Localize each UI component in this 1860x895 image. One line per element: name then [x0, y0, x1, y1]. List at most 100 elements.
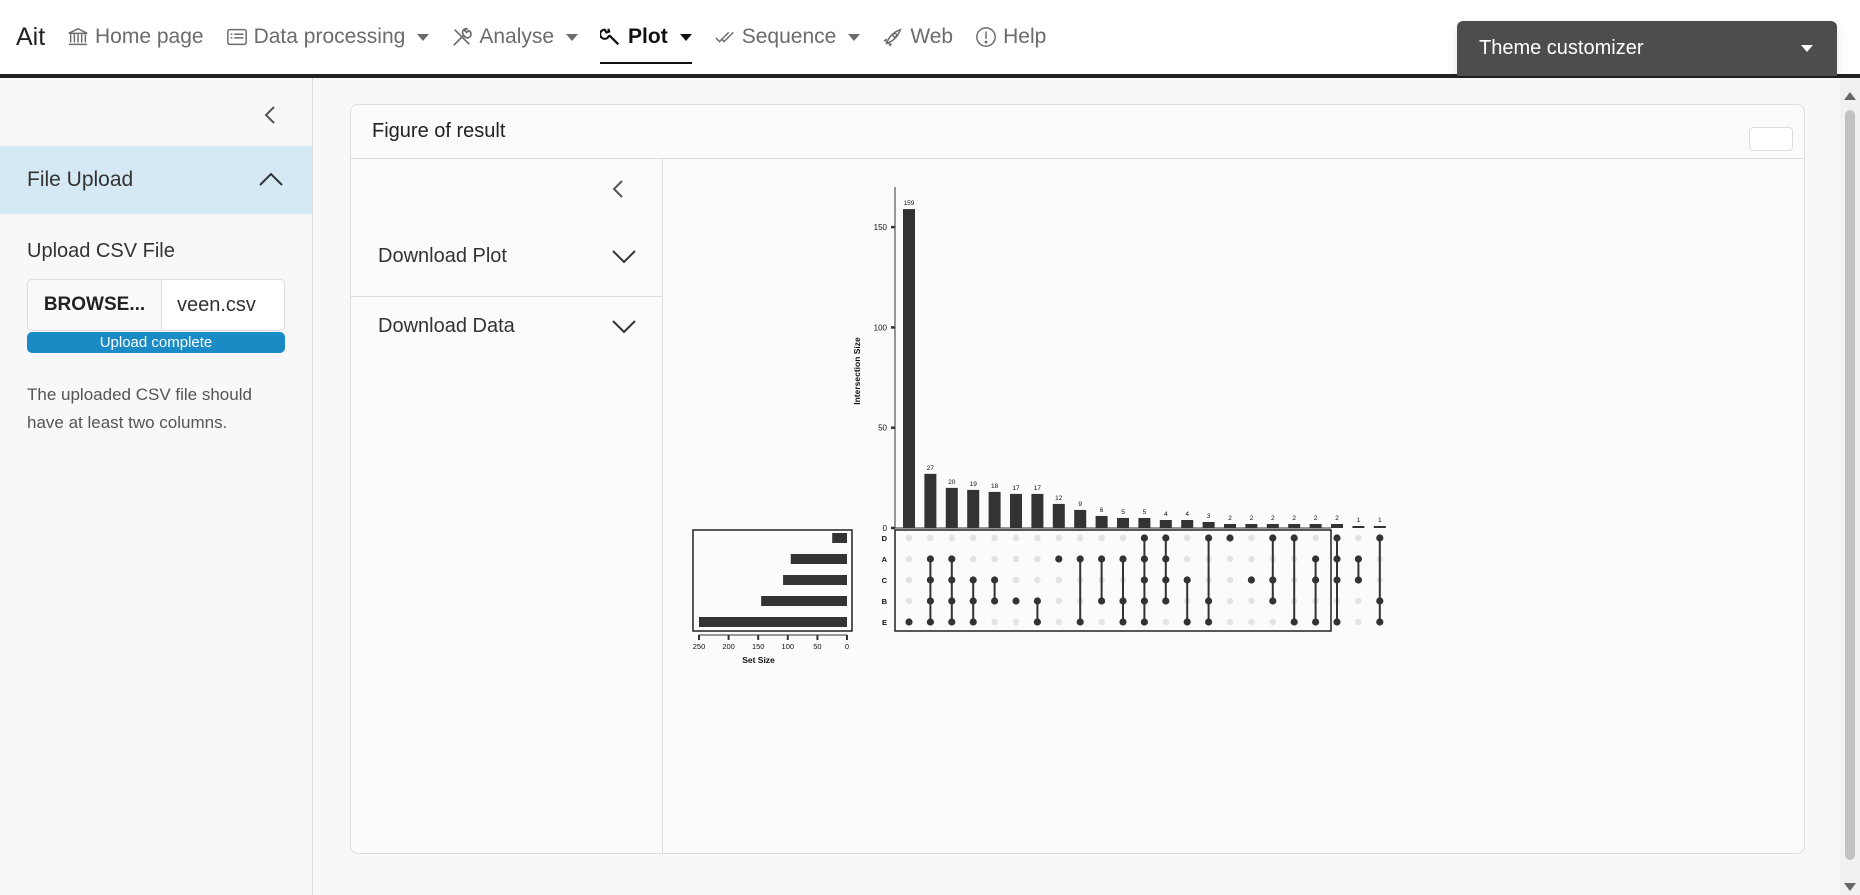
navbar: Ait Home page Data processing Analyse Pl… [0, 0, 1860, 78]
card-title: Figure of result [372, 120, 506, 142]
matrix-dot-inactive [1077, 534, 1084, 542]
result-card: Figure of result Download Plot Download … [350, 104, 1805, 854]
matrix-dot-inactive [1034, 576, 1041, 584]
chevron-down-icon [612, 320, 636, 334]
sidebar: File Upload Upload CSV File BROWSE... ve… [0, 78, 313, 895]
matrix-dot-inactive [1226, 597, 1234, 605]
matrix-dot-inactive [1248, 534, 1255, 542]
scroll-down-icon[interactable] [1844, 883, 1856, 891]
intersection-bar [903, 209, 915, 528]
bar-value-label: 2 [1314, 515, 1318, 522]
nav-help[interactable]: Help [975, 0, 1046, 74]
list-card-icon [226, 28, 247, 46]
nav-sequence[interactable]: Sequence [714, 0, 861, 74]
set-size-axis-label: Set Size [742, 655, 775, 665]
intersection-bar [988, 491, 1001, 528]
matrix-dot-inactive [1034, 534, 1041, 542]
plot-area: 0 50 100 150 Intersection Size 159 27 20 19 18 17 1… [664, 159, 1804, 854]
bar-value-label: 159 [904, 200, 915, 207]
check-double-icon [715, 31, 734, 43]
scrollbar[interactable] [1840, 78, 1860, 895]
upload-label: Upload CSV File [27, 240, 175, 262]
caret-down-icon [1801, 45, 1813, 52]
nav-data-processing[interactable]: Data processing [226, 0, 430, 74]
intersection-bar [1010, 493, 1022, 528]
matrix-dot-active [1012, 597, 1020, 605]
browse-button[interactable]: BROWSE... [27, 279, 161, 331]
intersection-bar [1288, 523, 1301, 528]
bar-value-label: 2 [1228, 515, 1232, 522]
chevron-left-icon[interactable] [607, 177, 631, 201]
matrix-dot-inactive [1055, 534, 1062, 542]
nav-help-label: Help [1003, 25, 1047, 48]
intersection-bar [1352, 525, 1365, 528]
nav-web[interactable]: Web [882, 0, 953, 74]
matrix-dot-inactive [1034, 555, 1041, 563]
matrix-dot-inactive [1184, 555, 1191, 563]
nav-plot[interactable]: Plot [600, 0, 692, 74]
matrix-dot-inactive [1226, 576, 1234, 584]
download-plot-item[interactable]: Download Plot [351, 221, 663, 291]
intersection-bar [1309, 523, 1322, 528]
brand-title[interactable]: Ait [16, 23, 46, 51]
bar-value-label: 5 [1143, 509, 1147, 516]
matrix-dot-inactive [1226, 555, 1234, 563]
matrix-dot-inactive [1248, 555, 1255, 563]
chevron-up-icon [259, 172, 283, 186]
download-data-item[interactable]: Download Data [351, 291, 663, 361]
intersection-bar [945, 487, 958, 528]
divider [351, 296, 663, 297]
set-size-bar [790, 554, 847, 564]
y-tick-label: 50 [878, 424, 887, 433]
set-size-bar [761, 596, 847, 606]
accordion-title: File Upload [27, 168, 134, 191]
intersection-bar [1074, 509, 1087, 528]
set-size-tick-label: 150 [752, 642, 765, 651]
nav-analyse[interactable]: Analyse [451, 0, 579, 74]
matrix-dot-inactive [1312, 534, 1319, 542]
set-label: A [882, 555, 888, 564]
scroll-up-icon[interactable] [1844, 92, 1856, 100]
set-label: E [882, 618, 887, 627]
matrix-dot-inactive [1012, 534, 1020, 542]
nav-sequence-label: Sequence [741, 25, 837, 48]
theme-customizer[interactable]: Theme customizer [1457, 21, 1837, 76]
bar-value-label: 9 [1078, 501, 1082, 508]
matrix-dot-inactive [1162, 618, 1169, 626]
matrix-dot-inactive [1355, 618, 1362, 626]
intersection-bar [1224, 523, 1236, 528]
nav-home[interactable]: Home page [67, 0, 204, 74]
intersection-bar [1181, 519, 1194, 528]
bar-value-label: 4 [1164, 511, 1168, 518]
matrix-dot-inactive [991, 555, 998, 563]
tools-icon [453, 27, 473, 46]
nav-plot-label: Plot [628, 25, 668, 48]
file-name-field[interactable]: veen.csv [161, 279, 285, 331]
set-label: D [882, 534, 888, 543]
matrix-dot-inactive [1226, 618, 1234, 626]
expand-button[interactable] [1749, 127, 1793, 151]
accordion-file-upload[interactable]: File Upload [0, 146, 312, 214]
bar-value-label: 18 [991, 483, 999, 490]
file-input: BROWSE... veen.csv [27, 279, 285, 331]
matrix-dot-inactive [1098, 534, 1105, 542]
download-plot-label: Download Plot [378, 244, 507, 267]
chevron-left-icon[interactable] [259, 103, 283, 127]
matrix-dot-inactive [1355, 597, 1362, 605]
bar-value-label: 2 [1292, 515, 1296, 522]
y-tick-label: 0 [883, 524, 888, 533]
matrix-dot-inactive [1055, 618, 1062, 626]
intersection-bar [1373, 525, 1386, 528]
caret-down-icon [848, 33, 861, 41]
bar-value-label: 2 [1335, 515, 1339, 522]
intersection-bar [924, 473, 937, 528]
intersection-bar [1159, 519, 1172, 528]
scroll-thumb[interactable] [1845, 110, 1855, 860]
matrix-dot-inactive [1012, 555, 1020, 563]
set-size-bar [699, 617, 847, 627]
bar-value-label: 5 [1121, 509, 1125, 516]
intersection-bar [1117, 517, 1129, 528]
matrix-dot-inactive [1248, 618, 1255, 626]
bar-value-label: 2 [1271, 515, 1275, 522]
intersection-bar [1095, 515, 1108, 528]
